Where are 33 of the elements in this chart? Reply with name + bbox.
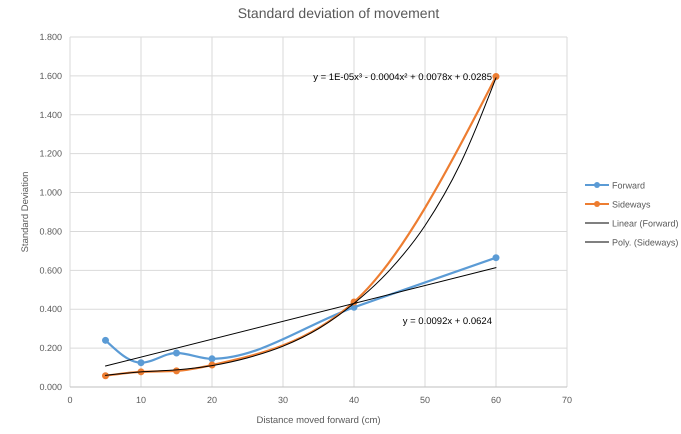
x-tick-label: 10 xyxy=(136,395,146,405)
y-tick-label: 1.600 xyxy=(39,70,62,81)
legend-label: Linear (Forward) xyxy=(612,218,679,228)
point xyxy=(492,72,500,80)
x-tick-label: 0 xyxy=(67,395,73,405)
point xyxy=(102,336,109,344)
annotation: y = 1E-05x³ - 0.0004x² + 0.0078x + 0.0285 xyxy=(313,72,492,83)
point xyxy=(208,355,216,362)
legend-label: Sideways xyxy=(612,200,652,210)
y-tick-label: 1.400 xyxy=(39,110,62,120)
x-axis-title: Distance moved forward (cm) xyxy=(256,415,381,426)
point xyxy=(138,359,144,366)
y-tick-label: 0.400 xyxy=(39,304,62,314)
y-tick-label: 0.800 xyxy=(39,226,62,236)
x-tick-label: 20 xyxy=(206,395,218,405)
x-tick-label: 70 xyxy=(562,395,572,405)
y-axis-title: Standard Deviation xyxy=(20,172,31,252)
y-tick-label: 0.600 xyxy=(39,265,62,276)
chart-title: Standard deviation of movement xyxy=(238,5,440,21)
annotation: y = 0.0092x + 0.0624 xyxy=(402,316,492,327)
x-tick-label: 50 xyxy=(420,395,430,405)
x-tick-label: 30 xyxy=(278,395,288,405)
point xyxy=(173,349,180,356)
y-tick-label: 0.000 xyxy=(39,382,62,392)
x-tick-label: 60 xyxy=(490,395,502,405)
legend-label: Poly. (Sideways) xyxy=(612,238,678,248)
legend-label: Forward xyxy=(612,180,646,190)
x-tick-label: 40 xyxy=(348,395,360,405)
point xyxy=(492,254,500,262)
y-tick-label: 0.200 xyxy=(39,343,62,354)
y-tick-label: 1.800 xyxy=(39,32,62,42)
y-tick-label: 1.200 xyxy=(39,148,62,159)
y-tick-label: 1.000 xyxy=(39,188,62,198)
